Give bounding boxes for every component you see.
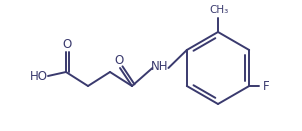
Text: NH: NH [151, 61, 168, 73]
Text: HO: HO [30, 70, 48, 83]
Text: F: F [263, 80, 269, 92]
Text: O: O [63, 37, 72, 50]
Text: O: O [114, 53, 124, 67]
Text: CH₃: CH₃ [209, 5, 229, 15]
